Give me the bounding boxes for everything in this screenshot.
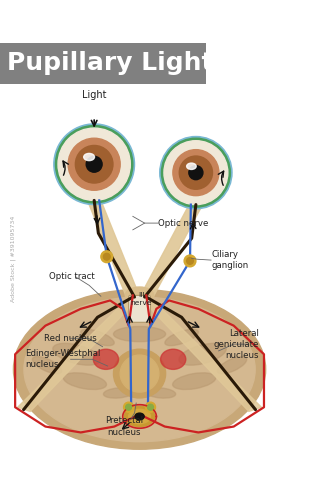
Circle shape	[160, 136, 232, 209]
Ellipse shape	[81, 329, 114, 345]
Circle shape	[124, 402, 134, 412]
Ellipse shape	[186, 163, 196, 170]
Text: Pretectal
nucleus: Pretectal nucleus	[105, 416, 144, 436]
FancyBboxPatch shape	[0, 43, 206, 84]
Ellipse shape	[179, 344, 226, 365]
Ellipse shape	[63, 373, 107, 390]
Circle shape	[148, 404, 154, 410]
Ellipse shape	[53, 344, 100, 365]
Circle shape	[104, 254, 110, 260]
Circle shape	[126, 404, 132, 410]
Polygon shape	[88, 200, 141, 300]
Ellipse shape	[120, 355, 159, 392]
Ellipse shape	[114, 326, 166, 342]
Circle shape	[75, 146, 113, 183]
Circle shape	[86, 156, 102, 172]
Ellipse shape	[13, 290, 266, 449]
Circle shape	[162, 138, 230, 207]
Text: Pupillary Light Reflex: Pupillary Light Reflex	[7, 52, 311, 76]
Text: Adobe Stock | #391095734: Adobe Stock | #391095734	[11, 215, 16, 302]
Circle shape	[58, 128, 130, 200]
Ellipse shape	[104, 388, 134, 398]
Ellipse shape	[172, 373, 216, 390]
Text: Red nucleus: Red nucleus	[44, 334, 97, 343]
Text: Ciliary
ganglion: Ciliary ganglion	[212, 250, 249, 270]
Text: III
nerve: III nerve	[131, 292, 152, 306]
Circle shape	[173, 150, 219, 196]
Circle shape	[179, 156, 212, 190]
Ellipse shape	[146, 388, 176, 398]
Circle shape	[56, 126, 133, 203]
Ellipse shape	[84, 154, 95, 160]
Circle shape	[146, 402, 156, 412]
Circle shape	[186, 258, 193, 264]
Ellipse shape	[93, 349, 119, 370]
Ellipse shape	[165, 329, 198, 345]
Text: Light: Light	[82, 90, 107, 101]
Text: Optic nerve: Optic nerve	[158, 218, 208, 228]
Circle shape	[164, 140, 228, 204]
Polygon shape	[138, 204, 202, 300]
Ellipse shape	[135, 413, 144, 420]
Polygon shape	[138, 296, 261, 412]
Circle shape	[189, 166, 203, 179]
FancyBboxPatch shape	[129, 296, 151, 322]
Polygon shape	[18, 296, 141, 412]
Text: Edinger-Westphal
nucleus: Edinger-Westphal nucleus	[25, 349, 101, 370]
Ellipse shape	[125, 287, 154, 304]
Text: Lateral
geniculate
nucleus: Lateral geniculate nucleus	[213, 328, 259, 360]
Ellipse shape	[24, 297, 255, 442]
Ellipse shape	[217, 356, 247, 374]
Circle shape	[101, 251, 113, 262]
Circle shape	[54, 124, 135, 204]
Ellipse shape	[129, 410, 151, 424]
Ellipse shape	[125, 406, 155, 426]
Ellipse shape	[32, 356, 62, 374]
Circle shape	[184, 255, 196, 267]
Ellipse shape	[114, 349, 166, 398]
Text: Optic tract: Optic tract	[49, 272, 95, 281]
Circle shape	[68, 138, 120, 190]
Ellipse shape	[161, 349, 186, 370]
